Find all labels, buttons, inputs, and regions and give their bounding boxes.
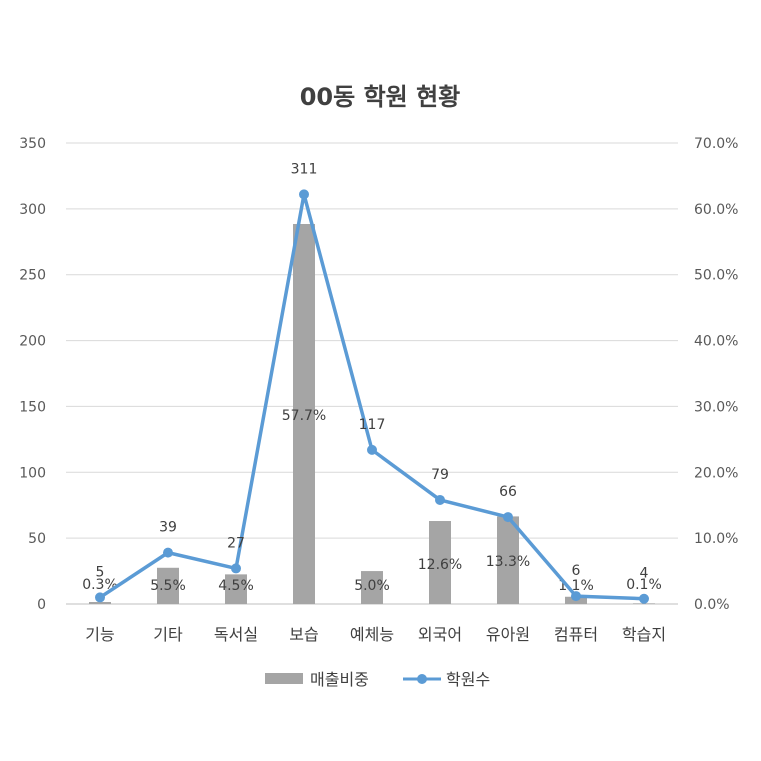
bar <box>497 516 519 604</box>
x-tick-label: 외국어 <box>418 625 462 644</box>
line-point <box>503 512 513 523</box>
bar <box>157 567 179 604</box>
line-data-label: 311 <box>291 161 318 177</box>
x-tick-label: 기능 <box>85 625 114 644</box>
line-point <box>95 592 105 603</box>
line-data-label: 39 <box>159 520 177 536</box>
line-point <box>367 444 377 455</box>
bar <box>225 574 247 604</box>
x-tick-label: 컴퓨터 <box>554 625 598 644</box>
y-right-tick-label: 30.0% <box>694 399 738 415</box>
x-tick-label: 보습 <box>289 625 318 644</box>
y-right-tick-label: 0.0% <box>694 597 730 613</box>
line-data-label: 117 <box>359 417 386 433</box>
y-left-tick-label: 150 <box>19 399 46 415</box>
legend-swatch-bar <box>265 673 303 684</box>
y-left-tick-label: 0 <box>37 597 46 613</box>
line-data-label: 66 <box>499 484 517 500</box>
x-tick-label: 학습지 <box>622 625 666 644</box>
bar-data-label: 1.1% <box>558 578 594 594</box>
y-right-tick-label: 40.0% <box>694 334 738 350</box>
x-axis-categories: 기능 기타 독서실 보습 예체능 외국어 유아원 컴퓨터 학습지 <box>85 625 666 644</box>
line-point <box>435 494 445 505</box>
line-data-label: 79 <box>431 467 449 483</box>
line-point <box>571 591 581 602</box>
bar-series: 0.3% 5.5% 4.5% 57.7% 5.0% 12.6% 13.3% 1.1% 0.1% <box>82 224 662 605</box>
bar-data-label: 0.3% <box>82 577 118 593</box>
bar-data-label: 5.5% <box>150 578 186 594</box>
y-left-tick-label: 50 <box>28 531 46 547</box>
y-axis-left: 0 50 100 150 200 250 300 350 <box>19 136 46 613</box>
bar-data-label: 0.1% <box>626 577 662 593</box>
x-tick-label: 기타 <box>153 625 183 644</box>
bar-data-label: 12.6% <box>418 557 462 573</box>
bar <box>293 224 315 605</box>
y-right-tick-label: 20.0% <box>694 465 738 481</box>
line-data-label: 27 <box>227 535 245 551</box>
y-left-tick-label: 200 <box>19 334 46 350</box>
line-data-label: 4 <box>640 566 649 582</box>
y-right-tick-label: 50.0% <box>694 268 738 284</box>
line-point <box>639 593 649 604</box>
line-data-label: 5 <box>96 564 105 580</box>
bar <box>429 521 451 604</box>
x-tick-label: 유아원 <box>486 625 530 644</box>
y-axis-right: 0.0% 10.0% 20.0% 30.0% 40.0% 50.0% 60.0% 70.0% <box>694 136 738 613</box>
bar-data-label: 13.3% <box>486 554 530 570</box>
bar-data-label: 4.5% <box>218 578 254 594</box>
y-right-tick-label: 70.0% <box>694 136 738 152</box>
gridlines <box>66 142 678 605</box>
y-left-tick-label: 100 <box>19 465 46 481</box>
line-point <box>163 547 173 558</box>
x-tick-label: 독서실 <box>214 625 258 644</box>
bar-data-label: 57.7% <box>282 408 326 424</box>
line-point <box>299 189 309 200</box>
bar-data-label: 5.0% <box>354 578 390 594</box>
legend-label-bar: 매출비중 <box>310 670 369 689</box>
y-left-tick-label: 350 <box>19 136 46 152</box>
legend: 매출비중 학원수 <box>265 670 490 689</box>
line-point <box>231 563 241 574</box>
line-data-label: 6 <box>572 563 581 579</box>
chart-title: 00동 학원 현황 <box>300 83 461 111</box>
y-right-tick-label: 10.0% <box>694 531 738 547</box>
y-left-tick-label: 300 <box>19 202 46 218</box>
y-left-tick-label: 250 <box>19 268 46 284</box>
bar <box>361 571 383 604</box>
legend-label-line: 학원수 <box>446 670 490 689</box>
y-right-tick-label: 60.0% <box>694 202 738 218</box>
legend-swatch-marker <box>417 674 427 684</box>
bar <box>89 602 111 604</box>
x-tick-label: 예체능 <box>350 625 394 644</box>
